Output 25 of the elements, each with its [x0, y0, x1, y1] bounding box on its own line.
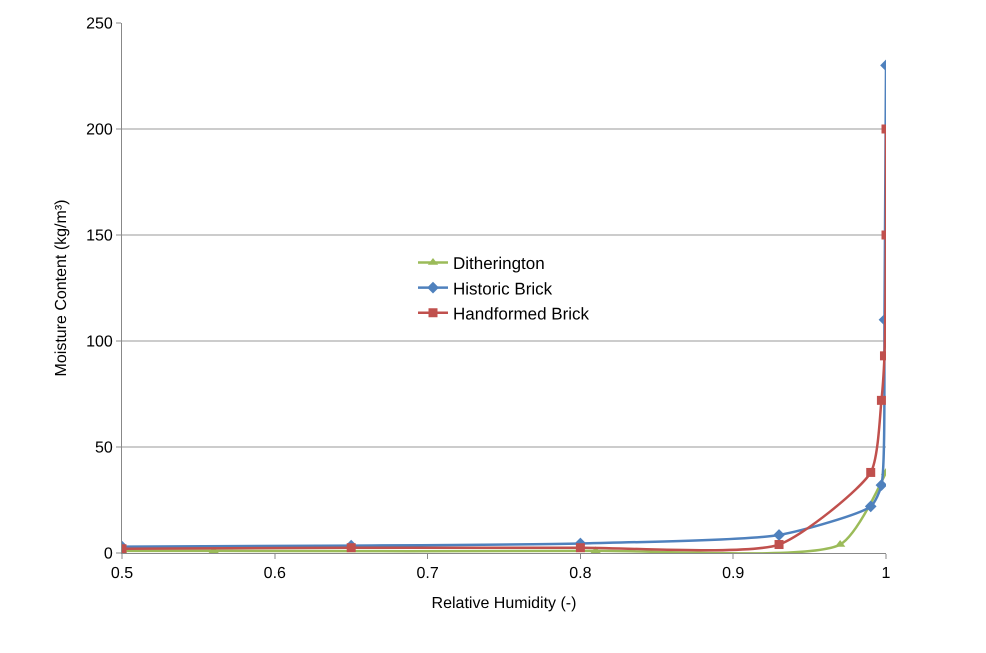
y-tick-label: 100 — [86, 334, 113, 351]
point — [774, 540, 784, 550]
y-tick-label: 0 — [104, 546, 113, 563]
y-tick-label: 150 — [86, 228, 113, 245]
point — [346, 543, 356, 552]
point — [576, 543, 585, 552]
x-tick-label: 0.8 — [569, 565, 592, 582]
x-tick-label: 0.6 — [264, 565, 286, 582]
x-tick-label: 0.9 — [722, 565, 744, 582]
legend-label: Ditherington — [453, 254, 545, 274]
x-tick-label: 0.7 — [416, 565, 439, 582]
x-tick-label: 1 — [882, 565, 891, 582]
x-tick-label: 0.5 — [110, 565, 134, 582]
legend-label: Historic Brick — [453, 279, 553, 298]
point — [876, 396, 886, 405]
point — [866, 468, 876, 477]
x-axis-title: Relative Humidity (-) — [432, 594, 576, 612]
point — [773, 529, 785, 541]
y-axis-title: Moisture Content (kg/m³) — [52, 200, 70, 376]
point — [876, 479, 886, 492]
y-tick-label: 250 — [86, 16, 113, 33]
legend-label: Handformed Brick — [453, 304, 590, 324]
point — [864, 500, 877, 512]
y-tick-label: 50 — [95, 440, 113, 457]
y-tick-label: 200 — [86, 122, 113, 139]
